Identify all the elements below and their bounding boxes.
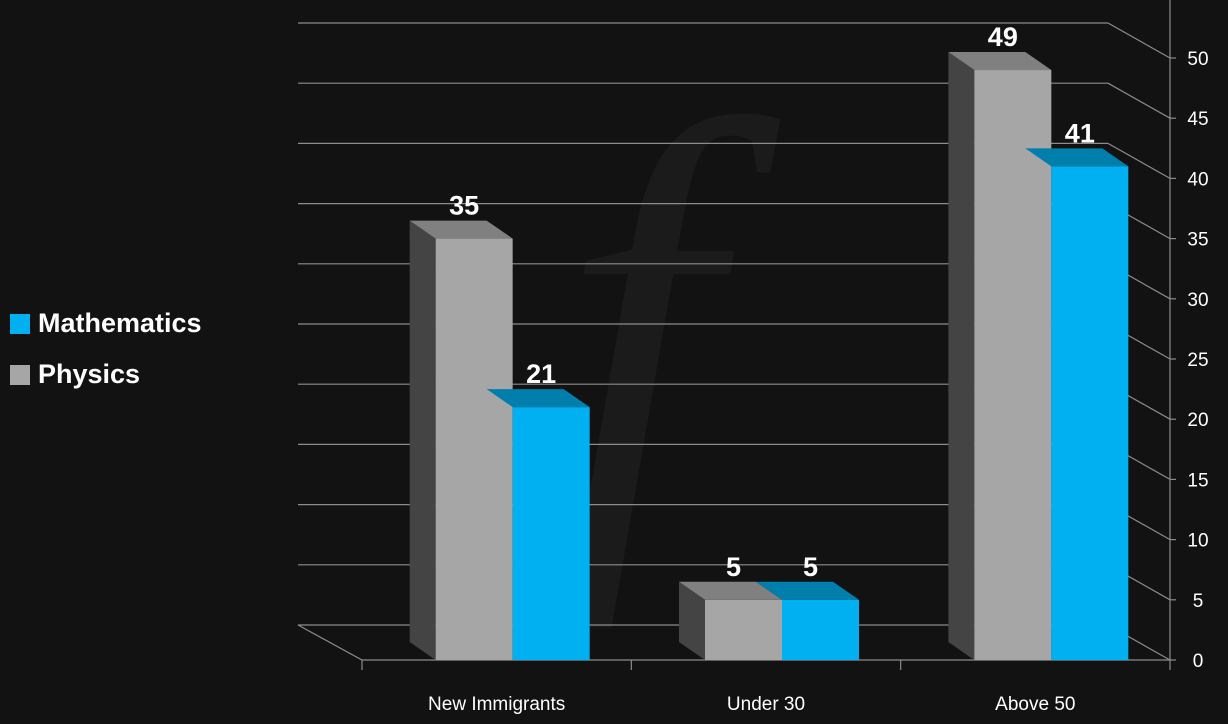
x-tick-label: New Immigrants [428, 694, 565, 715]
legend: Mathematics Physics [10, 308, 202, 390]
data-label: 21 [526, 359, 556, 389]
data-label: 49 [988, 22, 1018, 52]
legend-label-physics: Physics [38, 359, 141, 389]
y-tick-label: 25 [1187, 350, 1208, 371]
bar-top [756, 581, 859, 600]
bar-side [948, 52, 975, 661]
y-tick-label: 30 [1187, 290, 1208, 311]
y-tick-label: 45 [1187, 109, 1208, 130]
y-tick-label: 10 [1187, 531, 1208, 552]
y-tick-label: 35 [1187, 230, 1208, 251]
y-tick-label: 0 [1193, 651, 1204, 672]
bar-top [409, 220, 513, 239]
x-tick-label: Above 50 [995, 694, 1075, 715]
x-tick-label: Under 30 [727, 694, 805, 715]
bar-top [679, 581, 782, 600]
gridline-side [1107, 22, 1171, 59]
data-label: 5 [803, 552, 818, 582]
legend-item-mathematics: Mathematics [10, 308, 202, 339]
bar-mathematics-under-30 [782, 599, 859, 660]
legend-swatch-mathematics [10, 313, 30, 334]
data-labels: 35 21 5 5 49 41 [449, 22, 1095, 582]
data-label: 5 [726, 552, 741, 582]
y-tick-label: 40 [1187, 169, 1208, 190]
y-tick-label: 50 [1187, 49, 1208, 70]
gridline-side [1107, 82, 1171, 119]
bar-side [679, 581, 705, 660]
y-tick-label: 15 [1187, 470, 1208, 491]
data-label: 41 [1065, 118, 1095, 148]
bars [409, 52, 1129, 661]
bar-side [409, 220, 436, 660]
legend-item-physics: Physics [10, 359, 202, 390]
bar-top [948, 52, 1052, 71]
y-tick-label: 20 [1187, 410, 1208, 431]
bar-physics-new-immigrants [435, 238, 513, 660]
legend-swatch-physics [10, 364, 30, 385]
bar-physics-above-50 [974, 70, 1052, 661]
bar-mathematics-above-50 [1051, 166, 1129, 661]
data-label: 35 [449, 191, 479, 221]
bar-physics-under-30 [705, 599, 782, 660]
y-tick-label: 5 [1193, 591, 1204, 612]
bar-mathematics-new-immigrants [512, 407, 590, 660]
gridline-side [1107, 142, 1171, 179]
axes: 0 5 10 15 20 25 30 35 40 45 50 New Immigrants Under … [361, 0, 1209, 715]
legend-label-mathematics: Mathematics [38, 308, 202, 338]
bar-top [486, 389, 590, 408]
bar-top [1025, 148, 1129, 167]
